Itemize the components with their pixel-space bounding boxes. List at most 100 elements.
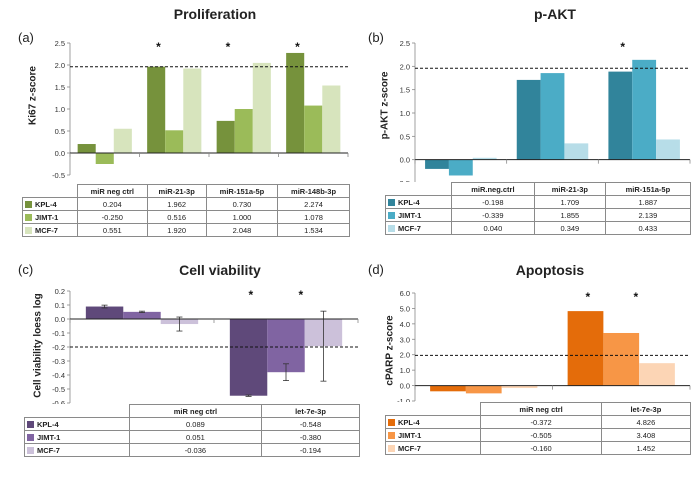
table-value: 0.349 bbox=[533, 221, 606, 235]
legend-entry: JIMT-1 bbox=[21, 210, 79, 224]
significance-star: * bbox=[226, 40, 231, 54]
legend-swatch bbox=[388, 444, 395, 452]
table-value: 0.516 bbox=[146, 210, 207, 224]
legend-entry: MCF-7 bbox=[21, 223, 79, 237]
bar-mcf-7 bbox=[472, 157, 497, 160]
table-value: -0.036 bbox=[128, 443, 262, 457]
table-row: KPL-4 0.089 -0.548 bbox=[24, 417, 361, 431]
y-tick-label: -0.5 bbox=[52, 171, 65, 180]
table-value: -0.505 bbox=[480, 428, 602, 442]
legend-entry: KPL-4 bbox=[24, 417, 130, 431]
legend-entry: KPL-4 bbox=[21, 197, 79, 211]
chart-title: Apoptosis bbox=[515, 262, 585, 278]
legend-swatch bbox=[388, 211, 395, 219]
bar-kpl-4 bbox=[85, 306, 124, 319]
table-header-row: miR neg ctrl let-7e-3p bbox=[385, 402, 692, 416]
table-value: -0.380 bbox=[260, 430, 361, 444]
table-row: KPL-4 -0.372 4.826 bbox=[384, 415, 692, 429]
cell-viability-data-table: miR neg ctrl let-7e-3p KPL-4 0.089 -0.548 JIM… bbox=[24, 404, 361, 457]
table-category-label: miR neg ctrl bbox=[128, 404, 262, 418]
table-value: 2.048 bbox=[205, 223, 279, 237]
y-tick-label: 1.5 bbox=[400, 86, 410, 95]
table-value: 0.433 bbox=[604, 221, 692, 235]
y-tick-label: -0.3 bbox=[52, 357, 65, 366]
bar-mcf-7 bbox=[183, 68, 202, 153]
panel-label: (a) bbox=[18, 30, 34, 45]
significance-star: * * bbox=[586, 290, 659, 304]
bar-jimt-1 bbox=[165, 130, 184, 153]
legend-swatch bbox=[388, 431, 395, 439]
table-value: 1.855 bbox=[533, 208, 606, 222]
y-tick-label: 0.5 bbox=[55, 127, 65, 136]
table-category-label: miR-148b-3p bbox=[277, 184, 350, 198]
table-value: 0.204 bbox=[77, 197, 148, 211]
significance-star: * bbox=[295, 40, 300, 54]
table-category-label: miR-21-3p bbox=[146, 184, 207, 198]
table-value: 1.709 bbox=[533, 195, 606, 209]
legend-swatch bbox=[388, 224, 395, 232]
table-category-label: miR-21-3p bbox=[533, 182, 606, 196]
table-row: MCF-7 -0.036 -0.194 bbox=[24, 443, 361, 457]
chart-title: p-AKT bbox=[534, 6, 576, 22]
y-tick-label: 0.5 bbox=[400, 132, 410, 141]
chart-title: Proliferation bbox=[173, 6, 257, 22]
y-tick-label: 5.0 bbox=[400, 304, 410, 313]
bar-jimt-1 bbox=[304, 105, 323, 153]
table-row: JIMT-1 0.051 -0.380 bbox=[24, 430, 361, 444]
table-value: 1.962 bbox=[146, 197, 207, 211]
legend-entry: MCF-7 bbox=[385, 221, 452, 235]
table-value: 1.078 bbox=[277, 210, 350, 224]
legend-swatch bbox=[27, 446, 34, 454]
y-tick-label: 1.0 bbox=[55, 105, 65, 114]
table-value: -0.194 bbox=[260, 443, 361, 457]
table-row: MCF-7 0.040 0.349 0.433 bbox=[385, 221, 692, 235]
table-header-row: miR.neg.ctrl miR-21-3p miR-151a-5p bbox=[385, 182, 692, 196]
table-corner bbox=[22, 184, 79, 198]
table-corner bbox=[24, 404, 130, 418]
apoptosis-data-table: miR neg ctrl let-7e-3p KPL-4 -0.372 4.826 JIM… bbox=[384, 402, 692, 455]
significance-star: * bbox=[620, 40, 625, 54]
y-tick-label: -0.1 bbox=[52, 329, 65, 338]
proliferation-plot: -0.5 0.0 0.5 1.0 1.5 2.0 2.5 * * * bbox=[52, 39, 349, 180]
table-category-label: miR-151a-5p bbox=[205, 184, 279, 198]
legend-swatch bbox=[25, 213, 32, 221]
table-category-label: miR neg ctrl bbox=[77, 184, 148, 198]
panel-label: (c) bbox=[18, 262, 34, 277]
bar-kpl-4 bbox=[425, 159, 449, 169]
table-value: -0.548 bbox=[260, 417, 361, 431]
y-tick-label: 1.5 bbox=[55, 83, 65, 92]
table-row: JIMT-1 -0.250 0.516 1.000 1.078 bbox=[21, 210, 350, 224]
chart-title: Cell viability bbox=[179, 262, 261, 278]
y-tick-label: 0.0 bbox=[400, 156, 410, 165]
legend-entry: JIMT-1 bbox=[384, 428, 482, 442]
legend-swatch bbox=[27, 433, 34, 441]
y-tick-label: 3.0 bbox=[400, 335, 410, 344]
table-value: 3.408 bbox=[600, 428, 692, 442]
y-tick-label: 1.0 bbox=[400, 366, 410, 375]
bar-kpl-4 bbox=[77, 144, 96, 153]
y-tick-label: 0.0 bbox=[55, 149, 65, 158]
bar-mcf-7 bbox=[322, 85, 341, 153]
table-header-row: miR neg ctrl let-7e-3p bbox=[24, 404, 361, 418]
cell-viability-plot: -0.6 -0.5 -0.4 -0.3 -0.2 -0.1 0.0 0.1 0.2 * * bbox=[52, 287, 359, 405]
bar-kpl-4 bbox=[516, 79, 541, 160]
bar-kpl-4 bbox=[147, 66, 166, 153]
y-tick-label: -0.6 bbox=[52, 399, 65, 405]
table-row: JIMT-1 -0.339 1.855 2.139 bbox=[385, 208, 692, 222]
table-category-label: miR.neg.ctrl bbox=[450, 182, 535, 196]
table-value: 0.040 bbox=[450, 221, 535, 235]
y-tick-label: -0.5 bbox=[52, 385, 65, 394]
significance-star: * * bbox=[249, 288, 325, 302]
table-category-label: let-7e-3p bbox=[600, 402, 692, 416]
table-value: 2.274 bbox=[277, 197, 350, 211]
legend-swatch bbox=[388, 198, 395, 206]
legend-entry: KPL-4 bbox=[384, 415, 482, 429]
table-corner bbox=[385, 182, 452, 196]
bar-jimt-1 bbox=[448, 159, 473, 176]
table-category-label: miR-151a-5p bbox=[604, 182, 692, 196]
bar-jimt-1 bbox=[267, 319, 305, 373]
y-tick-label: 0.0 bbox=[55, 315, 65, 324]
bar-mcf-7 bbox=[639, 363, 675, 386]
y-tick-label: -1.0 bbox=[397, 397, 410, 405]
table-corner bbox=[385, 402, 482, 416]
